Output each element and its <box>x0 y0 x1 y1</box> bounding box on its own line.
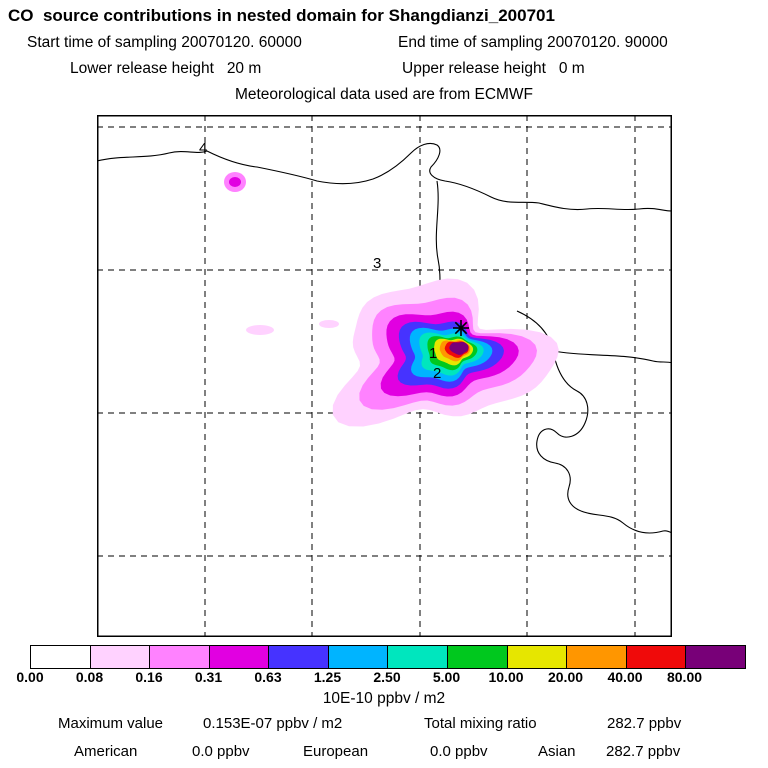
colorbar-segment <box>268 646 328 668</box>
total-mixing-ratio-label: Total mixing ratio <box>424 715 537 732</box>
colorbar-tick-label: 10.00 <box>488 669 524 685</box>
patch-west-smear-2 <box>319 320 339 328</box>
colorbar-segment <box>387 646 448 668</box>
coastline-south <box>580 510 672 534</box>
met-source-text: Meteorological data used are from ECMWF <box>234 86 534 103</box>
figure-title: CO source contributions in nested domain… <box>8 6 555 25</box>
plume-contour-level-10 <box>449 342 469 355</box>
colorbar-tick-label: 0.31 <box>194 669 223 685</box>
colorbar-tick-label: 0.63 <box>254 669 282 685</box>
map-label-1: 1 <box>429 345 437 362</box>
region-asian-value: 282.7 ppbv <box>606 743 681 760</box>
colorbar-units: 10E-10 ppbv / m2 <box>322 690 446 707</box>
region-european-value: 0.0 ppbv <box>430 743 488 760</box>
colorbar-tick-labels: 0.00 0.08 0.16 0.31 0.63 1.25 2.50 5.00 10.00 20.… <box>16 669 744 685</box>
region-european-label: European <box>303 743 369 760</box>
colorbar-segment <box>447 646 507 668</box>
colorbar-segment <box>31 646 90 668</box>
receptor-marker-asterisk <box>453 320 469 336</box>
upper-release-text: Upper release height 0 m <box>402 60 585 77</box>
colorbar-segment <box>327 646 388 668</box>
lower-release-text: Lower release height 20 m <box>70 60 262 77</box>
colorbar-segment <box>685 646 745 668</box>
colorbar-tick-label: 1.25 <box>313 669 342 685</box>
colorbar <box>30 645 746 669</box>
colorbar-tick-label: 0.00 <box>16 669 44 685</box>
coastline-north <box>97 142 672 212</box>
map-label-3: 3 <box>373 255 381 272</box>
colorbar-tick-label: 40.00 <box>607 669 643 685</box>
map-labels: 4 3 1 2 <box>199 140 441 382</box>
colorbar-tick-label: 5.00 <box>432 669 461 685</box>
colorbar-segment <box>208 646 269 668</box>
map-frame <box>97 115 672 637</box>
outlier-patches <box>224 172 339 335</box>
colorbar-segment <box>566 646 626 668</box>
map-label-2: 2 <box>433 365 441 382</box>
colorbar-segment <box>506 646 567 668</box>
colorbar-tick-label: 80.00 <box>666 669 703 685</box>
colorbar-segment <box>89 646 150 668</box>
max-value-label: Maximum value <box>58 715 164 732</box>
colorbar-segment <box>625 646 686 668</box>
colorbar-segment <box>149 646 209 668</box>
total-mixing-ratio-value: 282.7 ppbv <box>607 715 682 732</box>
region-american-value: 0.0 ppbv <box>192 743 250 760</box>
max-value: 0.153E-07 ppbv / m2 <box>203 715 343 732</box>
plume-contours <box>332 278 559 427</box>
end-time-text: End time of sampling 20070120. 90000 <box>398 34 668 51</box>
region-american-label: American <box>74 743 138 760</box>
colorbar-tick-label: 2.50 <box>373 669 401 685</box>
patch-northwest-core <box>229 177 241 187</box>
colorbar-tick-label: 20.00 <box>547 669 584 685</box>
colorbar-tick-label: 0.16 <box>135 669 163 685</box>
start-time-text: Start time of sampling 20070120. 60000 <box>27 34 302 51</box>
map-canvas: 4 3 1 2 <box>97 115 672 637</box>
coastline-bohai <box>516 310 589 512</box>
coastline-east-branch <box>552 350 672 364</box>
colorbar-tick-label: 0.08 <box>75 669 104 685</box>
region-asian-label: Asian <box>538 743 576 760</box>
patch-west-smear <box>246 325 274 335</box>
map-label-4: 4 <box>199 140 207 157</box>
